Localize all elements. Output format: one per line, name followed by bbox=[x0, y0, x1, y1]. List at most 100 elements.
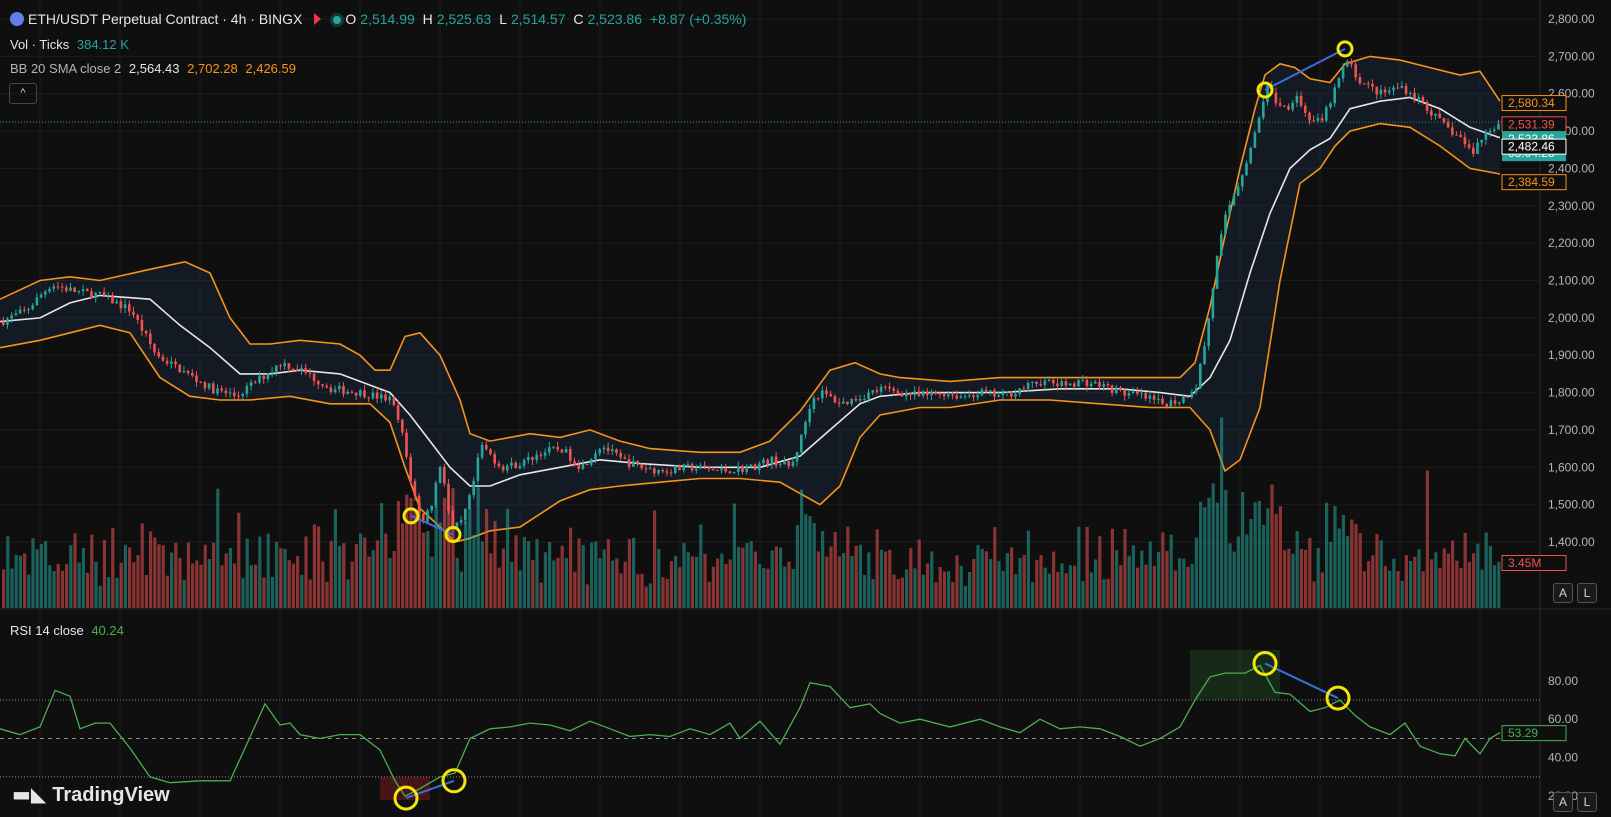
rsi-label[interactable]: RSI 14 close bbox=[10, 623, 84, 638]
symbol-legend[interactable]: ETH/USDT Perpetual Contract · 4h · BINGX… bbox=[10, 11, 750, 27]
candle-body bbox=[1446, 122, 1450, 128]
volume-bar bbox=[1316, 547, 1320, 608]
symbol-title[interactable]: ETH/USDT Perpetual Contract · 4h · BINGX bbox=[28, 11, 303, 27]
volume-bar bbox=[1106, 578, 1110, 608]
candle-body bbox=[1245, 163, 1248, 176]
bb-label[interactable]: BB 20 SMA close 2 bbox=[10, 61, 122, 76]
high-value: 2,525.63 bbox=[436, 11, 492, 27]
candle-body bbox=[980, 389, 984, 396]
candle-body bbox=[737, 466, 740, 472]
volume-bar bbox=[1228, 543, 1232, 608]
candle-body bbox=[1186, 396, 1189, 398]
candle-body bbox=[1455, 134, 1458, 136]
volume-bar bbox=[1350, 519, 1354, 608]
candle-body bbox=[128, 304, 131, 312]
candle-body bbox=[1022, 388, 1026, 390]
volume-bar bbox=[1123, 529, 1127, 608]
candle-body bbox=[531, 456, 534, 460]
volume-bar bbox=[812, 523, 816, 608]
volume-bar bbox=[98, 585, 102, 608]
candle-body bbox=[157, 352, 160, 357]
volume-bar bbox=[1001, 571, 1005, 608]
volume-bar bbox=[1140, 550, 1144, 608]
bollinger-bands bbox=[0, 55, 1501, 543]
tradingview-logo[interactable]: ▬◣ TradingView bbox=[12, 782, 170, 807]
volume-bar bbox=[1039, 555, 1043, 608]
rsi-log-scale-button[interactable]: L bbox=[1577, 792, 1597, 812]
volume-bar bbox=[392, 551, 396, 608]
volume-bar bbox=[1005, 553, 1009, 608]
candle-body bbox=[997, 395, 1000, 397]
volume-bar bbox=[228, 547, 232, 608]
volume-bar bbox=[165, 575, 169, 608]
volume-label[interactable]: Vol · Ticks bbox=[10, 37, 70, 52]
candle-body bbox=[993, 390, 996, 397]
candle-body bbox=[1010, 391, 1013, 397]
bb-legend[interactable]: BB 20 SMA close 2 2,564.43 2,702.28 2,42… bbox=[10, 61, 300, 76]
candle-body bbox=[1131, 391, 1135, 394]
volume-bar bbox=[1157, 552, 1161, 608]
auto-scale-button[interactable]: A bbox=[1553, 583, 1573, 603]
candle-body bbox=[926, 392, 929, 396]
rsi-auto-scale-button[interactable]: A bbox=[1553, 792, 1573, 812]
flag-icon[interactable] bbox=[314, 13, 322, 25]
volume-bar bbox=[65, 564, 69, 608]
volume-bar bbox=[430, 556, 434, 608]
volume-bar bbox=[1127, 555, 1131, 608]
volume-bar bbox=[153, 537, 157, 608]
volume-legend[interactable]: Vol · Ticks 384.12 K bbox=[10, 37, 133, 52]
candle-body bbox=[892, 388, 895, 391]
volume-bar bbox=[1434, 552, 1438, 608]
candle-body bbox=[1089, 383, 1093, 387]
volume-bar bbox=[119, 562, 123, 608]
candle-body bbox=[770, 456, 774, 465]
volume-bar bbox=[837, 556, 841, 608]
price-tick-label: 1,700.00 bbox=[1548, 423, 1595, 437]
candle-body bbox=[1257, 117, 1261, 133]
volume-bar bbox=[241, 578, 245, 608]
rsi-divergence-circle bbox=[441, 768, 467, 794]
volume-bar bbox=[1400, 580, 1404, 608]
volume-bar bbox=[300, 574, 304, 608]
volume-bar bbox=[443, 497, 447, 608]
candle-body bbox=[107, 295, 110, 297]
volume-bar bbox=[354, 543, 358, 608]
volume-bar bbox=[825, 556, 829, 608]
volume-bar bbox=[6, 536, 10, 608]
volume-bar bbox=[1018, 558, 1022, 608]
volume-bar bbox=[94, 561, 98, 608]
candle-body bbox=[56, 286, 60, 288]
volume-bar bbox=[653, 510, 657, 608]
candle-body bbox=[774, 456, 778, 466]
candle-body bbox=[69, 287, 72, 291]
candle-body bbox=[602, 447, 606, 450]
candle-body bbox=[182, 370, 186, 373]
volume-bar bbox=[279, 548, 283, 608]
price-axis[interactable]: 2,800.002,700.002,600.002,500.002,400.00… bbox=[1501, 12, 1595, 803]
volume-bar bbox=[611, 560, 615, 608]
candle-body bbox=[573, 461, 576, 465]
bb-upper-band bbox=[0, 55, 1501, 454]
rsi-legend[interactable]: RSI 14 close 40.24 bbox=[10, 623, 128, 638]
log-scale-button[interactable]: L bbox=[1577, 583, 1597, 603]
candle-body bbox=[1316, 118, 1320, 121]
volume-bar bbox=[657, 549, 661, 608]
candle-body bbox=[1173, 400, 1177, 404]
volume-bar bbox=[514, 535, 518, 608]
volume-bar bbox=[501, 548, 505, 608]
candle-body bbox=[543, 452, 547, 456]
volume-bar bbox=[686, 552, 690, 608]
candle-body bbox=[447, 483, 450, 511]
candle-body bbox=[308, 372, 312, 374]
volume-bar bbox=[1497, 561, 1501, 608]
candle-body bbox=[690, 464, 694, 471]
volume-bar bbox=[1047, 573, 1051, 608]
close-value: 2,523.86 bbox=[587, 11, 643, 27]
volume-bar bbox=[552, 560, 556, 608]
collapse-legend-button[interactable]: ^ bbox=[9, 83, 37, 104]
candle-body bbox=[791, 461, 795, 466]
candle-body bbox=[170, 361, 173, 364]
volume-bar bbox=[1253, 502, 1257, 608]
volume-bar bbox=[1245, 534, 1249, 608]
